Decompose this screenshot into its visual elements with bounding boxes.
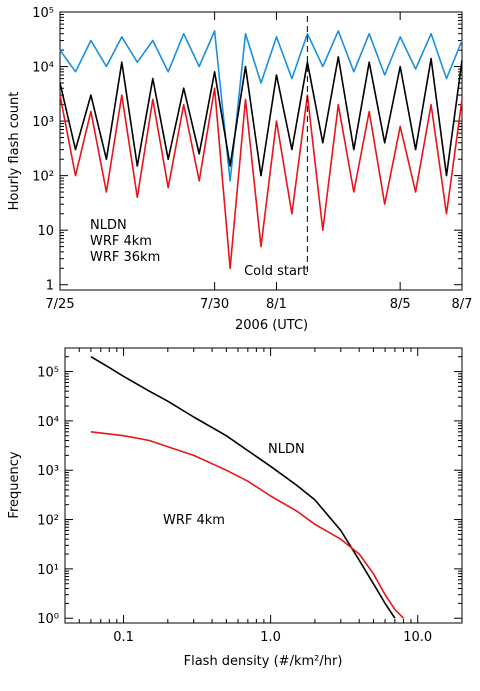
top-y-tick-label: 10⁴ [32,61,54,76]
nldn-curve-label: NLDN [268,442,305,457]
top-y-tick-label: 10⁵ [32,6,54,21]
bottom-y-tick-label: 10⁴ [37,415,59,430]
cold-start-label: Cold start [244,264,307,279]
top-x-tick-label: 8/7 [452,297,473,312]
top-x-tick-label: 7/30 [200,297,229,312]
top-x-axis-label: 2006 (UTC) [235,318,308,333]
bottom-series-lines [90,356,405,619]
top-x-tick-label: 8/1 [266,297,287,312]
bottom-series-line-nldn [90,356,396,619]
top-series-line-nldn [59,56,463,177]
top-series-line-wrf-36km [59,30,463,182]
top-y-tick-label: 1 [46,279,54,294]
bottom-y-tick-label: 10⁰ [37,612,59,627]
top-x-tick-label: 8/5 [390,297,411,312]
bottom-plot-frame [64,347,463,624]
legend-nldn: NLDN [90,218,127,233]
top-series-lines [59,30,463,270]
bottom-series-line-wrf-4km [90,431,405,619]
top-plot-frame [59,11,463,291]
top-y-ticks: 1 10 10² 10³ 10⁴ 10⁵ [32,6,462,294]
bottom-x-tick-label: 1.0 [260,630,281,645]
bottom-y-tick-label: 10⁵ [37,366,59,381]
bottom-x-tick-label: 10.0 [403,630,432,645]
bottom-x-tick-label: 0.1 [113,630,134,645]
wrf-curve-label: WRF 4km [163,513,225,528]
bottom-x-ticks: 0.1 1.0 10.0 [64,348,463,645]
bottom-y-ticks: 10⁰ 10¹ 10² 10³ 10⁴ 10⁵ [37,347,462,627]
legend-wrf-36km: WRF 36km [90,250,160,265]
top-x-ticks: 7/25 7/30 8/1 8/5 8/7 [45,12,472,312]
top-x-tick-label: 7/25 [45,297,74,312]
bottom-y-tick-label: 10¹ [37,563,59,578]
bottom-x-axis-label: Flash density (#/km²/hr) [184,654,343,669]
top-y-tick-label: 10² [32,170,54,185]
top-y-tick-label: 10 [37,224,54,239]
frequency-panel: 10⁰ 10¹ 10² 10³ 10⁴ 10⁵ 0.1 1.0 10.0 NLDN WRF 4… [7,347,463,669]
legend-wrf-4km: WRF 4km [90,234,152,249]
top-y-tick-label: 10³ [32,115,54,130]
bottom-y-tick-label: 10³ [37,464,59,479]
top-series-line-wrf-4km [59,87,463,270]
bottom-y-axis-label: Frequency [7,451,22,518]
time-series-panel: 1 10 10² 10³ 10⁴ 10⁵ 7/25 7/30 8/1 8/5 8/7 Cold s… [7,6,472,333]
bottom-y-tick-label: 10² [37,514,59,529]
top-y-axis-label: Hourly flash count [7,92,22,211]
